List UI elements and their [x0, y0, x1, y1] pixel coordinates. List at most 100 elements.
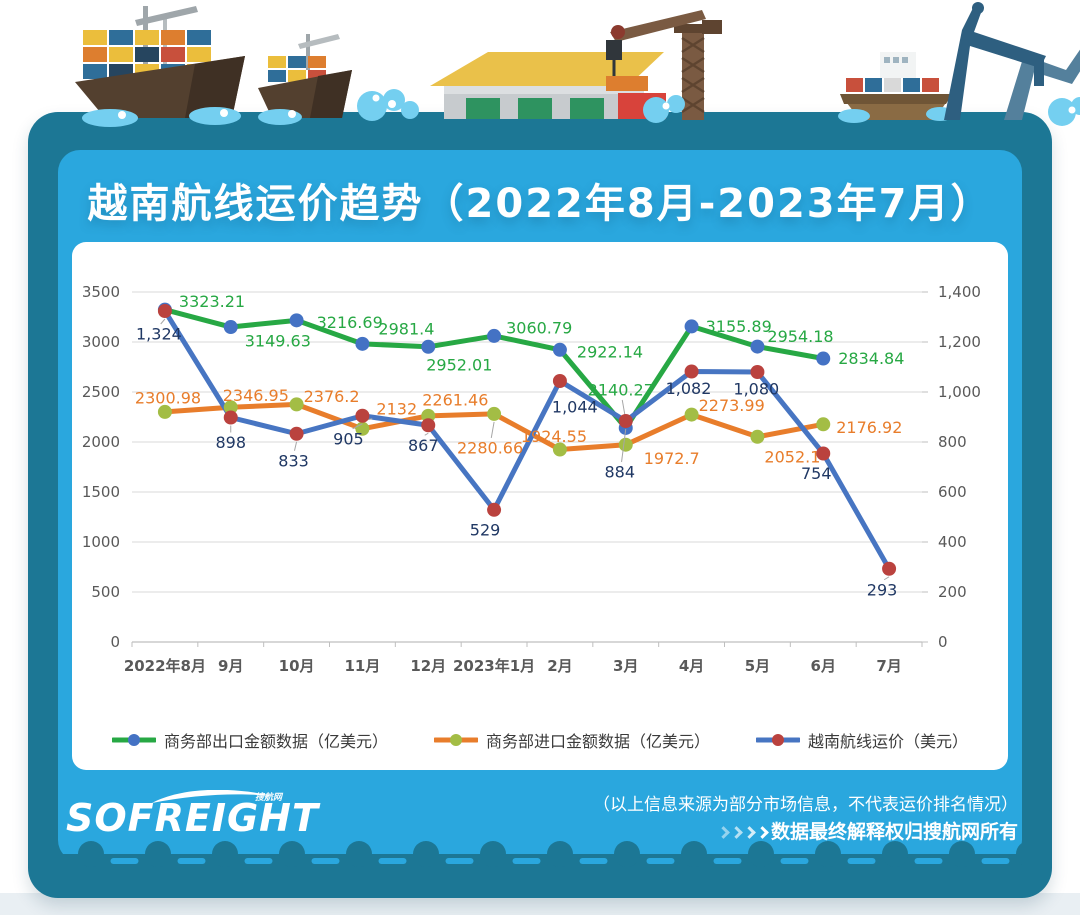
- x-axis-label: 12月: [410, 657, 446, 675]
- x-axis-label: 2022年8月: [124, 657, 206, 675]
- data-label: 833: [278, 451, 309, 470]
- data-label: 905: [333, 429, 364, 448]
- data-point: [816, 417, 831, 432]
- data-point: [552, 442, 567, 457]
- label-leader-line: [883, 576, 890, 581]
- data-point: [223, 400, 238, 415]
- data-point: [421, 418, 436, 433]
- data-label: 3155.89: [706, 317, 772, 336]
- x-axis-label: 10月: [279, 657, 315, 675]
- page-floor: [0, 893, 1080, 915]
- dock-crane-illustration: [606, 10, 722, 120]
- data-point: [882, 561, 897, 576]
- data-point: [618, 437, 633, 452]
- data-point: [487, 406, 502, 421]
- data-label: 867: [408, 436, 439, 455]
- x-axis-label: 2023年1月: [453, 657, 535, 675]
- data-point: [157, 304, 172, 318]
- data-label: 2273.99: [699, 396, 765, 415]
- data-point: [816, 351, 831, 366]
- data-point: [684, 319, 699, 334]
- page-title: 越南航线运价趋势（2022年8月-2023年7月）: [60, 158, 1020, 242]
- data-point: [487, 502, 502, 517]
- chart-panel: 0 500 1000 1500 2000 2500 3000 3500 0 200 400 600 80…: [72, 242, 1008, 770]
- data-label: 2922.14: [577, 342, 643, 361]
- data-label: 1972.7: [644, 449, 700, 468]
- y-axis-left-tick: 2000: [82, 433, 120, 451]
- y-axis-left-tick: 500: [91, 583, 120, 601]
- data-label: 1,082: [666, 379, 712, 398]
- legend-item-2: 越南航线运价（美元）: [756, 728, 968, 752]
- data-label: 2261.46: [422, 390, 488, 409]
- x-axis-label: 2月: [547, 657, 572, 675]
- x-axis-label: 4月: [679, 657, 704, 675]
- data-point: [618, 414, 633, 428]
- chevron-right-icon: [756, 826, 769, 839]
- data-point: [487, 328, 502, 343]
- data-label: 1,080: [733, 380, 779, 399]
- data-label: 3060.79: [506, 318, 572, 337]
- chevron-right-icon: [730, 826, 743, 839]
- data-point: [157, 404, 172, 419]
- y-axis-right-tick: 200: [938, 583, 967, 601]
- data-label: 884: [604, 463, 635, 482]
- data-label: 754: [801, 464, 832, 483]
- x-axis-label: 9月: [218, 657, 243, 675]
- data-point: [750, 429, 765, 444]
- data-point: [750, 365, 765, 379]
- chevron-right-icon: [717, 826, 730, 839]
- data-label: 2952.01: [426, 355, 492, 374]
- logo-text: SOFREIGHT: [66, 796, 319, 840]
- data-point: [289, 313, 304, 328]
- data-label: 3216.69: [317, 313, 383, 332]
- data-label: 2376.2: [304, 387, 360, 406]
- legend-label: 越南航线运价（美元）: [808, 732, 969, 751]
- data-point: [223, 410, 238, 425]
- data-label: 2280.66: [457, 438, 523, 457]
- data-label: 293: [867, 580, 898, 599]
- data-label: 529: [470, 520, 501, 539]
- series-line: [162, 308, 892, 572]
- legend-marker-icon: [756, 734, 800, 746]
- brand-logo: 搜航网 SOFREIGHT: [66, 790, 319, 846]
- container-ship-large-illustration: [75, 6, 245, 127]
- data-point: [355, 408, 370, 423]
- y-axis-right-tick: 800: [938, 433, 967, 451]
- logo-swoosh-icon: [152, 790, 278, 803]
- x-axis-label: 7月: [876, 657, 901, 675]
- y-axis-left-tick: 2500: [82, 383, 120, 401]
- data-label: 2052.1: [764, 447, 820, 466]
- x-axis-label: 3月: [613, 657, 638, 675]
- legend-item-0: 商务部出口金额数据（亿美元）: [111, 728, 388, 752]
- y-axis-left-tick: 3500: [82, 283, 120, 301]
- label-leader-line: [293, 441, 298, 451]
- data-label: 1924.55: [521, 427, 587, 446]
- data-point: [684, 364, 699, 379]
- data-label: 3323.21: [179, 292, 245, 311]
- data-label: 2300.98: [135, 388, 201, 407]
- data-label: 898: [215, 433, 246, 452]
- data-point: [289, 397, 304, 412]
- data-point: [816, 446, 831, 461]
- data-label: 2140.27: [588, 380, 654, 399]
- data-point: [289, 426, 304, 441]
- label-leader-line: [621, 428, 627, 463]
- harbor-cranes-illustration: [944, 2, 1080, 126]
- data-point: [684, 407, 699, 422]
- label-leader-line: [424, 432, 429, 436]
- disclaimer-line1: （以上信息来源为部分市场信息，不代表运价排名情况）: [593, 795, 1018, 815]
- y-axis-right-tick: 600: [938, 483, 967, 501]
- data-point: [750, 339, 765, 354]
- chart-legend: 商务部出口金额数据（亿美元） 商务部进口金额数据（亿美元） 越南航线运价（美元）: [72, 712, 1008, 768]
- x-axis-label: 6月: [811, 657, 836, 675]
- data-point: [552, 374, 567, 388]
- data-point: [223, 320, 238, 335]
- label-leader-line: [352, 423, 363, 430]
- label-leader-line: [160, 318, 166, 325]
- data-label: 2176.92: [836, 418, 902, 437]
- warehouse-illustration: [430, 52, 666, 119]
- y-axis-right-tick: 0: [938, 633, 948, 651]
- chevron-right-icon: [743, 826, 756, 839]
- y-axis-left-tick: 3000: [82, 333, 120, 351]
